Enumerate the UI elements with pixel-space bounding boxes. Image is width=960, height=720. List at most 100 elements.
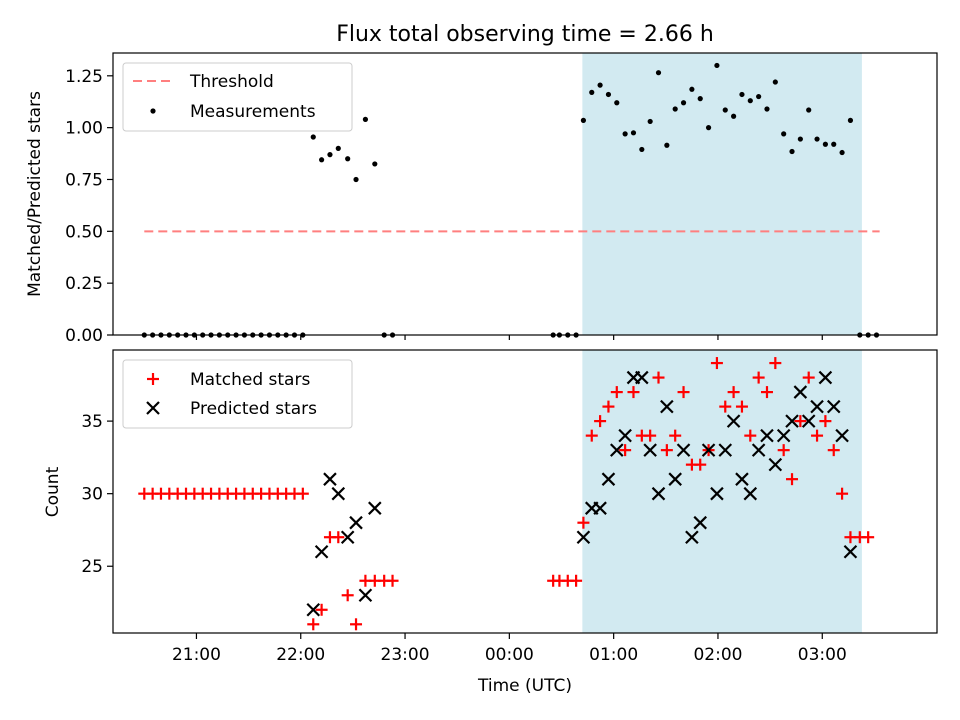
measurement-point <box>310 134 316 140</box>
bottom-ylabel: Count <box>43 466 63 517</box>
predicted-star-point <box>635 370 649 385</box>
measurement-point <box>597 82 603 88</box>
bottom-panel: 25 30 35 21:00 22:00 23:00 00:00 01:00 02:00 03:0… <box>43 349 938 696</box>
top-axis-ticks: 0.00 0.25 0.50 0.75 1.00 1.25 <box>65 67 823 346</box>
measurement-point <box>789 148 795 155</box>
measurement-point <box>764 106 770 112</box>
measurement-point <box>327 152 333 158</box>
matched-star-point <box>769 357 782 370</box>
matched-star-point <box>677 386 690 399</box>
matched-star-point <box>296 487 309 500</box>
matched-star-point <box>350 618 363 631</box>
matched-star-point <box>610 386 623 399</box>
legend-measurements-label: Measurements <box>190 102 316 122</box>
bottom-observing-span <box>582 350 862 633</box>
predicted-star-point <box>735 472 749 486</box>
predicted-star-point <box>651 486 666 501</box>
predicted-star-point <box>843 544 858 559</box>
predicted-star-point <box>576 530 591 544</box>
matched-star-point <box>836 487 849 500</box>
top-ytick-label: 0.50 <box>65 222 103 242</box>
measurement-point <box>689 86 695 92</box>
predicted-star-point <box>701 443 716 457</box>
predicted-star-point <box>793 385 808 399</box>
bottom-axis-ticks: 25 30 35 21:00 22:00 23:00 00:00 01:00 02:00 03:0… <box>81 412 846 665</box>
matched-star-point <box>727 386 740 399</box>
bottom-ytick-label: 25 <box>81 557 103 577</box>
predicted-star-point <box>668 472 682 486</box>
bottom-xtick-label: 01:00 <box>589 645 638 665</box>
predicted-star-point <box>314 544 329 559</box>
predicted-star-point <box>331 486 346 501</box>
predicted-star-point <box>610 443 624 457</box>
top-legend: Threshold Measurements <box>122 62 353 132</box>
matched-star-point <box>660 444 673 457</box>
measurement-point <box>756 93 762 100</box>
matched-star-point <box>760 386 773 399</box>
predicted-star-point <box>776 428 791 443</box>
matched-star-point <box>619 444 632 457</box>
matched-star-point <box>694 458 707 471</box>
matched-star-point <box>644 429 657 442</box>
measurement-point <box>680 100 687 106</box>
top-plot-frame <box>112 52 938 336</box>
predicted-star-point <box>801 414 816 428</box>
legend-measurements-swatch <box>150 108 156 114</box>
predicted-star-point <box>323 472 337 486</box>
predicted-star-point <box>593 501 607 515</box>
measurement-point <box>664 142 670 148</box>
count-points <box>138 357 875 631</box>
chart-title: Flux total observing time = 2.66 h <box>336 22 714 47</box>
bottom-legend: Matched stars Predicted stars <box>122 359 353 429</box>
matched-star-point <box>307 618 320 631</box>
bottom-xtick-label: 21:00 <box>172 645 221 665</box>
matched-star-point <box>577 516 590 529</box>
predicted-star-point <box>618 428 632 443</box>
top-panel: 0.00 0.25 0.50 0.75 1.00 1.25 Matched/Predict… <box>25 52 938 346</box>
measurement-point <box>335 145 341 151</box>
predicted-star-point <box>718 443 733 457</box>
bottom-xlabel: Time (UTC) <box>477 676 572 696</box>
bottom-xtick-label: 00:00 <box>485 645 534 665</box>
legend-predicted-label: Predicted stars <box>190 399 317 419</box>
predicted-star-point <box>306 603 321 617</box>
matched-star-point <box>332 531 345 544</box>
predicted-star-point <box>685 530 699 544</box>
legend-matched-label: Matched stars <box>190 370 310 390</box>
matched-star-point <box>735 400 748 413</box>
measurement-point <box>772 79 778 85</box>
predicted-star-point <box>826 399 841 414</box>
predicted-star-point <box>601 472 616 486</box>
measurement-point <box>806 107 812 113</box>
measurement-point <box>705 125 712 131</box>
matched-star-point <box>386 574 399 587</box>
top-ytick-label: 0.00 <box>65 326 103 346</box>
legend-matched-swatch <box>147 373 159 385</box>
matched-star-point <box>811 429 824 442</box>
top-legend-box <box>122 62 353 132</box>
matched-star-point <box>777 444 790 457</box>
matched-star-point <box>819 415 832 428</box>
measurement-point <box>580 117 587 123</box>
bottom-xtick-label: 03:00 <box>798 645 847 665</box>
measurement-point <box>797 136 803 142</box>
measurement-point <box>372 161 378 167</box>
measurement-point <box>630 130 637 136</box>
predicted-star-point <box>810 399 824 414</box>
predicted-star-point <box>760 428 774 443</box>
top-ytick-label: 0.25 <box>65 274 103 294</box>
measurement-point <box>781 131 787 137</box>
measurement-point <box>345 156 351 162</box>
predicted-star-point <box>726 414 741 428</box>
measurement-point <box>622 131 628 137</box>
bottom-xtick-label: 02:00 <box>693 645 742 665</box>
measurement-point <box>739 91 745 98</box>
measurement-point <box>697 96 703 102</box>
measurement-point <box>655 70 662 76</box>
matched-star-point <box>652 371 665 384</box>
measurement-point <box>814 136 820 142</box>
measurement-point <box>731 113 737 119</box>
measurement-point <box>614 100 620 106</box>
matched-star-point <box>794 415 807 428</box>
